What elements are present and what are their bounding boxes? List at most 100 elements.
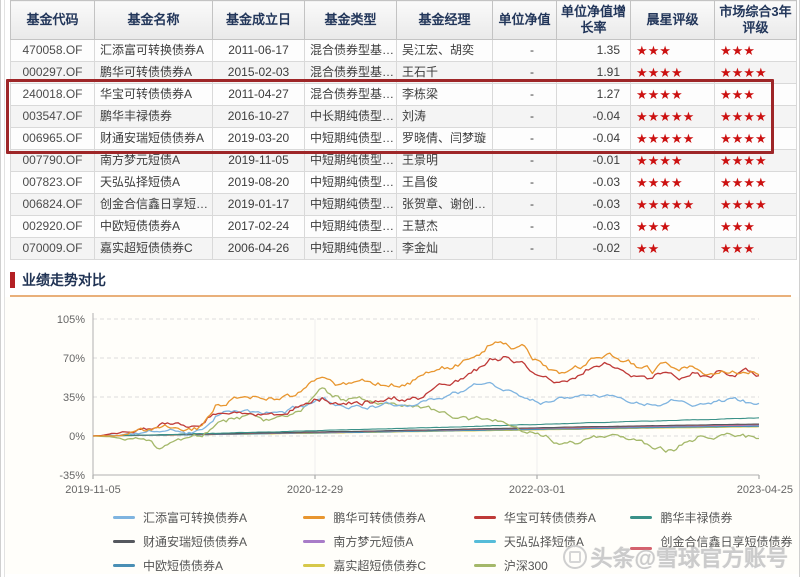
legend-swatch — [113, 516, 135, 519]
fund-table: 基金代码 基金名称 基金成立日 基金类型 基金经理 单位净值 单位净值增长率 晨星评级 市场综合… — [10, 0, 797, 260]
fund-date-cell: 2011-06-17 — [212, 39, 305, 62]
legend-item[interactable]: 财通安瑞短债债券A — [113, 533, 303, 550]
fund-date-cell: 2006-04-26 — [212, 237, 305, 260]
fund-nav-cell: - — [492, 127, 557, 150]
legend-swatch — [473, 564, 496, 567]
column-header[interactable]: 单位净值增长率 — [556, 0, 631, 40]
fund-type-cell: 中长期纯债型… — [304, 105, 397, 128]
fund-type-cell: 中短期纯债型… — [304, 149, 397, 172]
fund-row[interactable]: 000297.OF 鹏华可转债债券A 2015-02-03 混合债券型基… 王石千 -1.… — [10, 61, 797, 84]
legend-item[interactable]: 中欧短债债券A — [113, 557, 303, 574]
fund-row[interactable]: 003547.OF 鹏华丰禄债券 2016-10-27 中长期纯债型… 刘涛 - -0.04… — [10, 105, 797, 128]
column-header[interactable]: 单位净值 — [492, 0, 557, 40]
fund-nav-cell: - — [492, 105, 557, 128]
y-axis-label: 35% — [63, 392, 85, 404]
fund-type-cell: 中短期纯债型… — [304, 215, 397, 238]
legend-item[interactable]: 沪深300 — [473, 557, 631, 574]
fund-date-cell: 2019-03-20 — [212, 127, 305, 150]
legend-column: 鹏华可转债债券A 南方梦元短债A 嘉实超短债债券C — [303, 509, 474, 574]
fund-date-cell: 2019-11-05 — [212, 149, 305, 172]
fund-nav-cell: - — [492, 215, 557, 238]
fund-code-cell: 007823.OF — [10, 171, 95, 194]
legend-label: 中欧短债债券A — [143, 559, 224, 573]
legend-column: 华宝可转债债券A 天弘弘择短债A 沪深300 — [473, 509, 631, 574]
fund-growth-cell: -0.04 — [556, 127, 631, 150]
fund-manager-cell: 吴江宏、胡奕 — [396, 39, 493, 62]
fund-row[interactable]: 006824.OF 创金合信鑫日享短… 2019-01-17 中短期纯债型… 张贺章、谢… — [10, 193, 797, 216]
chart-series-line — [92, 381, 760, 437]
y-axis-label: -35% — [59, 470, 85, 482]
fund-manager-cell: 李金灿 — [396, 237, 493, 260]
morningstar-rating: ★★★ — [630, 215, 715, 238]
legend-swatch — [113, 540, 135, 543]
legend-swatch — [473, 540, 496, 543]
fund-row[interactable]: 070009.OF 嘉实超短债债券C 2006-04-26 中短期纯债型… 李金灿 - -0… — [10, 237, 797, 260]
legend-swatch — [473, 516, 496, 519]
market-rating: ★★★★ — [714, 127, 797, 150]
fund-growth-cell: 1.27 — [556, 83, 631, 106]
morningstar-rating: ★★★★ — [630, 83, 715, 106]
fund-row[interactable]: 240018.OF 华宝可转债债券A 2011-04-27 混合债券型基… 李栋梁 -1.… — [10, 83, 797, 106]
column-header[interactable]: 基金类型 — [304, 0, 397, 40]
fund-table-section: 基金代码 基金名称 基金成立日 基金类型 基金经理 单位净值 单位净值增长率 晨星评级 市场综合… — [5, 0, 799, 260]
legend-label: 华宝可转债债券A — [503, 511, 596, 525]
legend-item[interactable]: 华宝可转债债券A — [473, 509, 631, 526]
fund-row[interactable]: 002920.OF 中欧短债债券A 2017-02-24 中短期纯债型… 王慧杰 - -0.… — [10, 215, 797, 238]
fund-name-cell: 鹏华丰禄债券 — [94, 105, 213, 128]
legend-column: 鹏华丰禄债券创金合信鑫日享短债债券A — [630, 509, 799, 564]
chart-series-line — [92, 355, 760, 437]
legend-label: 财通安瑞短债债券A — [143, 535, 248, 549]
legend-item[interactable]: 鹏华可转债债券A — [303, 509, 474, 526]
legend-item[interactable]: 嘉实超短债债券C — [303, 557, 474, 574]
fund-code-cell: 007790.OF — [10, 149, 95, 172]
fund-row[interactable]: 007823.OF 天弘弘择短债A 2019-08-20 中短期纯债型… 王昌俊 - -0.… — [10, 171, 797, 194]
column-header[interactable]: 基金代码 — [10, 0, 95, 40]
performance-chart-svg: 105% 70% 35% 0% -35% 2019-11-05 2020-12-29 2022… — [57, 313, 793, 496]
column-header[interactable]: 基金成立日 — [212, 0, 305, 40]
market-rating: ★★★★ — [714, 105, 797, 128]
morningstar-rating: ★★★★★ — [630, 127, 715, 150]
legend-column: 汇添富可转换债券A 财通安瑞短债债券A 中欧短债债券A — [113, 509, 303, 574]
fund-nav-cell: - — [492, 83, 557, 106]
market-rating: ★★★ — [714, 83, 797, 106]
legend-item[interactable]: 南方梦元短债A — [303, 533, 474, 550]
legend-label: 天弘弘择短债A — [503, 535, 584, 549]
column-header[interactable]: 基金经理 — [396, 0, 493, 40]
morningstar-rating: ★★★★ — [630, 61, 715, 84]
fund-manager-cell: 王景明 — [396, 149, 493, 172]
market-rating: ★★★★ — [714, 193, 797, 216]
legend-item[interactable]: 天弘弘择短债A — [473, 533, 631, 550]
page-container: 基金代码 基金名称 基金成立日 基金类型 基金经理 单位净值 单位净值增长率 晨星评级 市场综合… — [4, 0, 799, 577]
performance-section-header: 业绩走势对比 — [10, 267, 791, 297]
legend-item[interactable]: 汇添富可转换债券A — [113, 509, 303, 526]
fund-date-cell: 2019-08-20 — [212, 171, 305, 194]
fund-name-cell: 鹏华可转债债券A — [94, 61, 213, 84]
x-axis-label: 2020-12-29 — [287, 484, 343, 496]
column-header[interactable]: 基金名称 — [94, 0, 213, 40]
fund-row[interactable]: 470058.OF 汇添富可转换债券A 2011-06-17 混合债券型基… 吴江宏、胡… — [10, 39, 797, 62]
fund-row[interactable]: 006965.OF 财通安瑞短债债券A 2019-03-20 中短期纯债型… 罗晓倩、闫… — [10, 127, 797, 150]
fund-growth-cell: 1.91 — [556, 61, 631, 84]
fund-row[interactable]: 007790.OF 南方梦元短债A 2019-11-05 中短期纯债型… 王景明 - -0.… — [10, 149, 797, 172]
fund-name-cell: 汇添富可转换债券A — [94, 39, 213, 62]
fund-name-cell: 华宝可转债债券A — [94, 83, 213, 106]
fund-growth-cell: 1.35 — [556, 39, 631, 62]
fund-type-cell: 中短期纯债型… — [304, 127, 397, 150]
market-rating: ★★★★ — [714, 171, 797, 194]
legend-item[interactable]: 创金合信鑫日享短债债券A — [630, 533, 799, 564]
y-axis-label: 105% — [57, 314, 85, 326]
column-header[interactable]: 市场综合3年评级 — [714, 0, 797, 40]
fund-nav-cell: - — [492, 149, 557, 172]
fund-date-cell: 2016-10-27 — [212, 105, 305, 128]
legend-swatch — [303, 564, 326, 567]
fund-manager-cell: 王慧杰 — [396, 215, 493, 238]
column-header[interactable]: 晨星评级 — [630, 0, 715, 40]
fund-manager-cell: 罗晓倩、闫梦璇 — [396, 127, 493, 150]
legend-item[interactable]: 鹏华丰禄债券 — [630, 509, 799, 526]
fund-nav-cell: - — [492, 61, 557, 84]
legend-label: 创金合信鑫日享短债债券A — [660, 535, 793, 564]
x-axis-label: 2019-11-05 — [65, 484, 120, 496]
fund-code-cell: 000297.OF — [10, 61, 95, 84]
fund-code-cell: 070009.OF — [10, 237, 95, 260]
